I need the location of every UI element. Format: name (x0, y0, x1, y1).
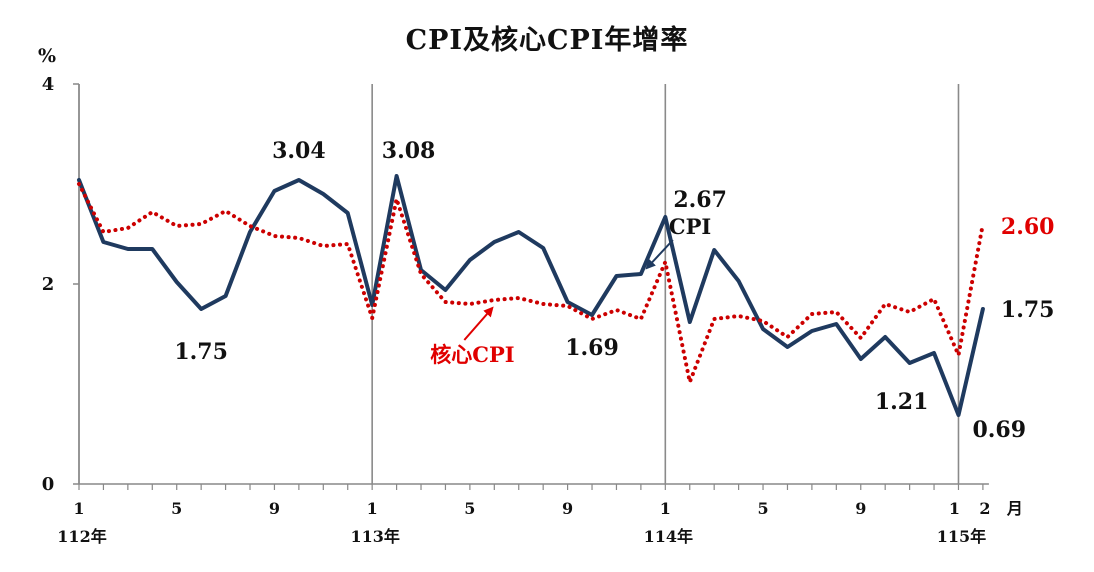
core-cpi-label-arrow (463, 306, 494, 341)
year-label: 114年 (644, 527, 693, 546)
core-cpi-series-line (77, 182, 985, 384)
x-tick-label: 2 (979, 499, 990, 518)
x-axis-unit: 月 (1006, 499, 1023, 518)
data-label: 0.69 (972, 417, 1026, 443)
core-cpi-series-label: 核心CPI (430, 342, 514, 367)
year-label: 115年 (937, 527, 986, 546)
year-label: 113年 (350, 527, 399, 546)
x-tick-label: 1 (660, 499, 671, 518)
y-tick-label: 0 (42, 474, 55, 495)
x-tick-label: 9 (855, 499, 866, 518)
x-tick-label: 5 (757, 499, 768, 518)
data-label: 1.75 (1001, 297, 1055, 323)
x-tick-label: 1 (949, 499, 960, 518)
cpi-series-line (77, 174, 985, 417)
data-label: 1.75 (174, 339, 228, 365)
cpi-label-arrow (645, 239, 674, 270)
chart-title: CPI及核心CPI年增率 (405, 25, 689, 56)
x-tick-label: 5 (464, 499, 475, 518)
year-label: 112年 (57, 527, 106, 546)
data-label: 1.21 (875, 389, 929, 415)
data-label: 2.67 (673, 187, 727, 213)
x-tick-label: 9 (562, 499, 573, 518)
y-tick-label: 2 (42, 274, 55, 295)
data-label: 3.08 (382, 138, 436, 164)
x-tick-label: 1 (367, 499, 378, 518)
y-tick-label: 4 (42, 74, 55, 95)
x-tick-label: 1 (73, 499, 84, 518)
x-tick-label: 9 (269, 499, 280, 518)
data-label: 2.60 (1001, 214, 1055, 240)
x-tick-label: 5 (171, 499, 182, 518)
cpi-series-label: CPI (669, 214, 711, 239)
y-axis-unit: % (38, 45, 56, 67)
data-label: 1.69 (565, 335, 619, 361)
data-label: 3.04 (272, 138, 326, 164)
